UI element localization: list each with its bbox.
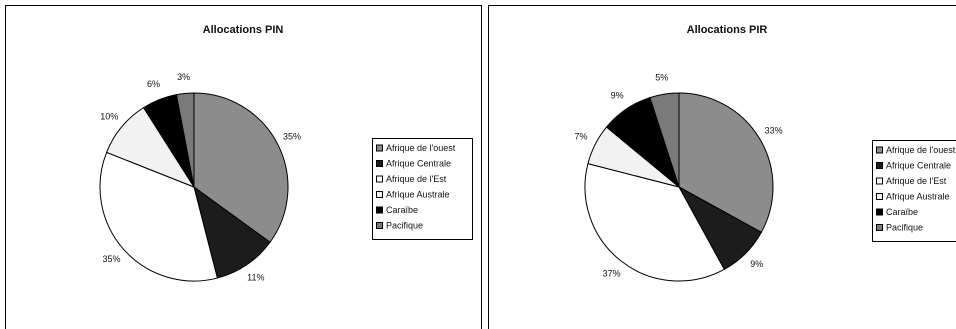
- legend-swatch: [876, 162, 883, 169]
- legend-swatch: [876, 208, 883, 216]
- data-label: 7%: [574, 131, 587, 141]
- legend-label: Afrique Australe: [386, 189, 450, 199]
- pie-slice: [193, 185, 271, 279]
- pie-slice: [584, 163, 725, 282]
- data-label: 10%: [100, 111, 118, 121]
- legend-label: Afrique Centrale: [386, 158, 451, 168]
- legend-swatch: [376, 222, 383, 229]
- legend-label: Afrique de l'Est: [886, 176, 947, 186]
- data-label: 37%: [603, 268, 621, 278]
- legend-label: Caraïbe: [386, 205, 418, 215]
- legend-label: Afrique Australe: [886, 191, 950, 201]
- data-label: 6%: [147, 79, 160, 89]
- data-label: 9%: [611, 90, 624, 100]
- data-label: 3%: [177, 72, 190, 82]
- legend-label: Afrique de l'ouest: [386, 143, 456, 153]
- legend-swatch: [876, 177, 883, 185]
- data-label: 5%: [655, 73, 668, 83]
- legend-swatch: [376, 191, 383, 198]
- legend-swatch: [376, 206, 383, 214]
- legend-swatch: [876, 146, 883, 154]
- legend-label: Caraïbe: [886, 207, 918, 217]
- legend-swatch: [376, 144, 383, 152]
- legend-swatch: [876, 224, 883, 231]
- legend-swatch: [876, 193, 883, 200]
- pie-slice: [175, 92, 195, 188]
- legend-box: [872, 140, 956, 242]
- pie-slice: [678, 92, 774, 233]
- legend-label: Afrique de l'Est: [386, 174, 447, 184]
- legend-label: Pacifique: [386, 220, 423, 230]
- pie-slice: [649, 92, 680, 188]
- chart-panel: Allocations PIN 35% 11% 35% 10% 6% 3% Afrique d…: [99, 24, 473, 282]
- chart-title: Allocations PIR: [687, 24, 768, 36]
- chart-title: Allocations PIN: [203, 24, 284, 36]
- data-label: 35%: [102, 254, 120, 264]
- legend-swatch: [376, 175, 383, 183]
- data-label: 33%: [765, 125, 783, 135]
- pie-slice: [193, 92, 289, 243]
- data-label: 35%: [283, 131, 301, 141]
- data-label: 9%: [750, 259, 763, 269]
- legend-box: [372, 138, 473, 240]
- chart-panel: Allocations PIR 33% 9% 37% 7% 9% 5% Afrique de …: [574, 24, 956, 282]
- pie-slice: [99, 151, 218, 282]
- data-label: 11%: [247, 272, 264, 282]
- legend-label: Pacifique: [886, 222, 923, 232]
- legend-label: Afrique de l'ouest: [886, 145, 956, 155]
- legend-swatch: [376, 160, 383, 167]
- legend-label: Afrique Centrale: [886, 160, 951, 170]
